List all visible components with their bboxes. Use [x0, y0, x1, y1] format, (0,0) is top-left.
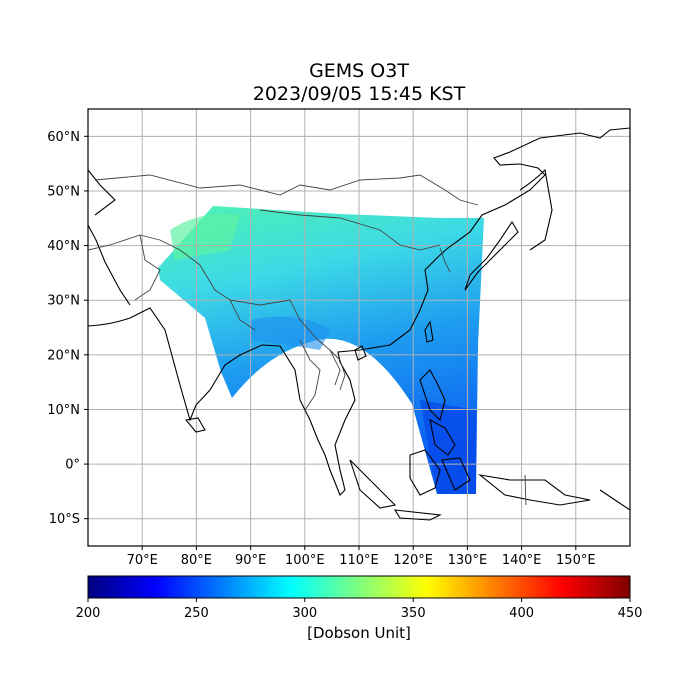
caspian-outline	[88, 169, 116, 216]
lon-tick-label: 100°E	[285, 553, 325, 568]
mindanao-outline	[429, 418, 456, 456]
borneo-outline	[409, 449, 441, 496]
colorbar-tick-label: 350	[401, 606, 426, 621]
lon-tick-label: 80°E	[181, 553, 212, 568]
sakhalin-outline	[519, 168, 553, 251]
lon-tick-label: 130°E	[448, 553, 488, 568]
bangladesh-border	[229, 299, 256, 331]
lon-tick-label: 110°E	[339, 553, 379, 568]
pacific-islands-outline	[599, 489, 630, 511]
taiwan-outline	[424, 320, 434, 343]
thailand-border	[299, 339, 321, 411]
sulawesi-outline	[441, 457, 471, 491]
new-guinea-outline	[478, 474, 591, 506]
lat-tick-labels: 60°N 50°N 40°N 30°N 20°N 10°N 0° 10°S	[47, 130, 88, 527]
map-subtitle: 2023/09/05 15:45 KST	[252, 83, 466, 105]
lon-tick-label: 150°E	[556, 553, 596, 568]
lat-tick-label: 40°N	[47, 239, 80, 254]
korea-border	[439, 247, 451, 273]
lon-tick-label: 70°E	[127, 553, 158, 568]
coastlines	[88, 127, 630, 521]
ozone-swath-fill	[158, 206, 484, 494]
ozone-swath	[158, 206, 484, 494]
country-borders	[88, 174, 527, 506]
sumatra-outline	[349, 459, 397, 509]
lat-tick-label: 20°N	[47, 348, 80, 363]
central-asia-border	[88, 234, 161, 301]
colorbar-tick-label: 200	[76, 606, 101, 621]
colorbar-label: [Dobson Unit]	[307, 624, 411, 642]
colorbar-tick-label: 450	[618, 606, 643, 621]
colorbar-tick-label: 400	[509, 606, 534, 621]
graticule	[88, 109, 630, 546]
lon-tick-labels: 70°E 80°E 90°E 100°E 110°E 120°E 130°E 140°E 150…	[127, 546, 596, 568]
luzon-outline	[419, 369, 446, 422]
colorbar-tick-label: 300	[292, 606, 317, 621]
png-border	[524, 474, 527, 506]
lat-tick-label: 30°N	[47, 294, 80, 309]
mongolia-border	[259, 209, 441, 251]
colorbar-ticks: 200 250 300 350 400 450	[76, 598, 643, 621]
russia-border	[94, 174, 479, 206]
swath-shade-2	[420, 400, 476, 494]
swath-shade-1	[250, 316, 330, 350]
arabia-coastline	[88, 224, 131, 306]
hainan-outline	[354, 345, 367, 361]
lon-tick-label: 90°E	[235, 553, 266, 568]
lat-tick-label: 10°S	[49, 512, 80, 527]
lon-tick-label: 140°E	[502, 553, 542, 568]
colorbar-tick-label: 250	[184, 606, 209, 621]
lat-tick-label: 50°N	[47, 184, 80, 199]
swath-shade-3	[170, 214, 240, 260]
lat-tick-label: 10°N	[47, 403, 80, 418]
lat-tick-label: 0°	[65, 458, 80, 473]
colorbar	[87, 575, 631, 599]
sri-lanka-outline	[184, 417, 206, 433]
lon-tick-label: 120°E	[393, 553, 433, 568]
java-outline	[393, 509, 442, 521]
lat-tick-label: 60°N	[47, 130, 80, 145]
map-title: GEMS O3T	[309, 60, 409, 82]
japan-outline	[464, 220, 519, 291]
laos-border	[329, 349, 346, 391]
